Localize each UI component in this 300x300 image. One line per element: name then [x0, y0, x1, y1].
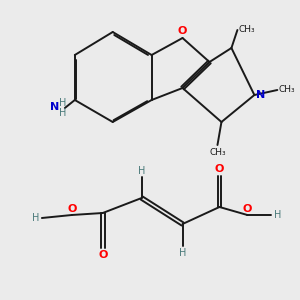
Text: H: H: [138, 166, 145, 176]
Text: CH₃: CH₃: [209, 148, 226, 157]
Text: CH₃: CH₃: [279, 85, 296, 94]
Text: N: N: [256, 90, 265, 100]
Text: H: H: [59, 98, 66, 108]
Text: O: O: [243, 203, 252, 214]
Text: O: O: [67, 203, 76, 214]
Text: H: H: [274, 210, 281, 220]
Text: N: N: [50, 102, 59, 112]
Text: H: H: [32, 213, 40, 223]
Text: H: H: [59, 108, 66, 118]
Text: O: O: [98, 250, 107, 260]
Text: CH₃: CH₃: [239, 25, 256, 34]
Text: H: H: [179, 248, 186, 257]
Text: O: O: [178, 26, 187, 37]
Text: O: O: [215, 164, 224, 175]
